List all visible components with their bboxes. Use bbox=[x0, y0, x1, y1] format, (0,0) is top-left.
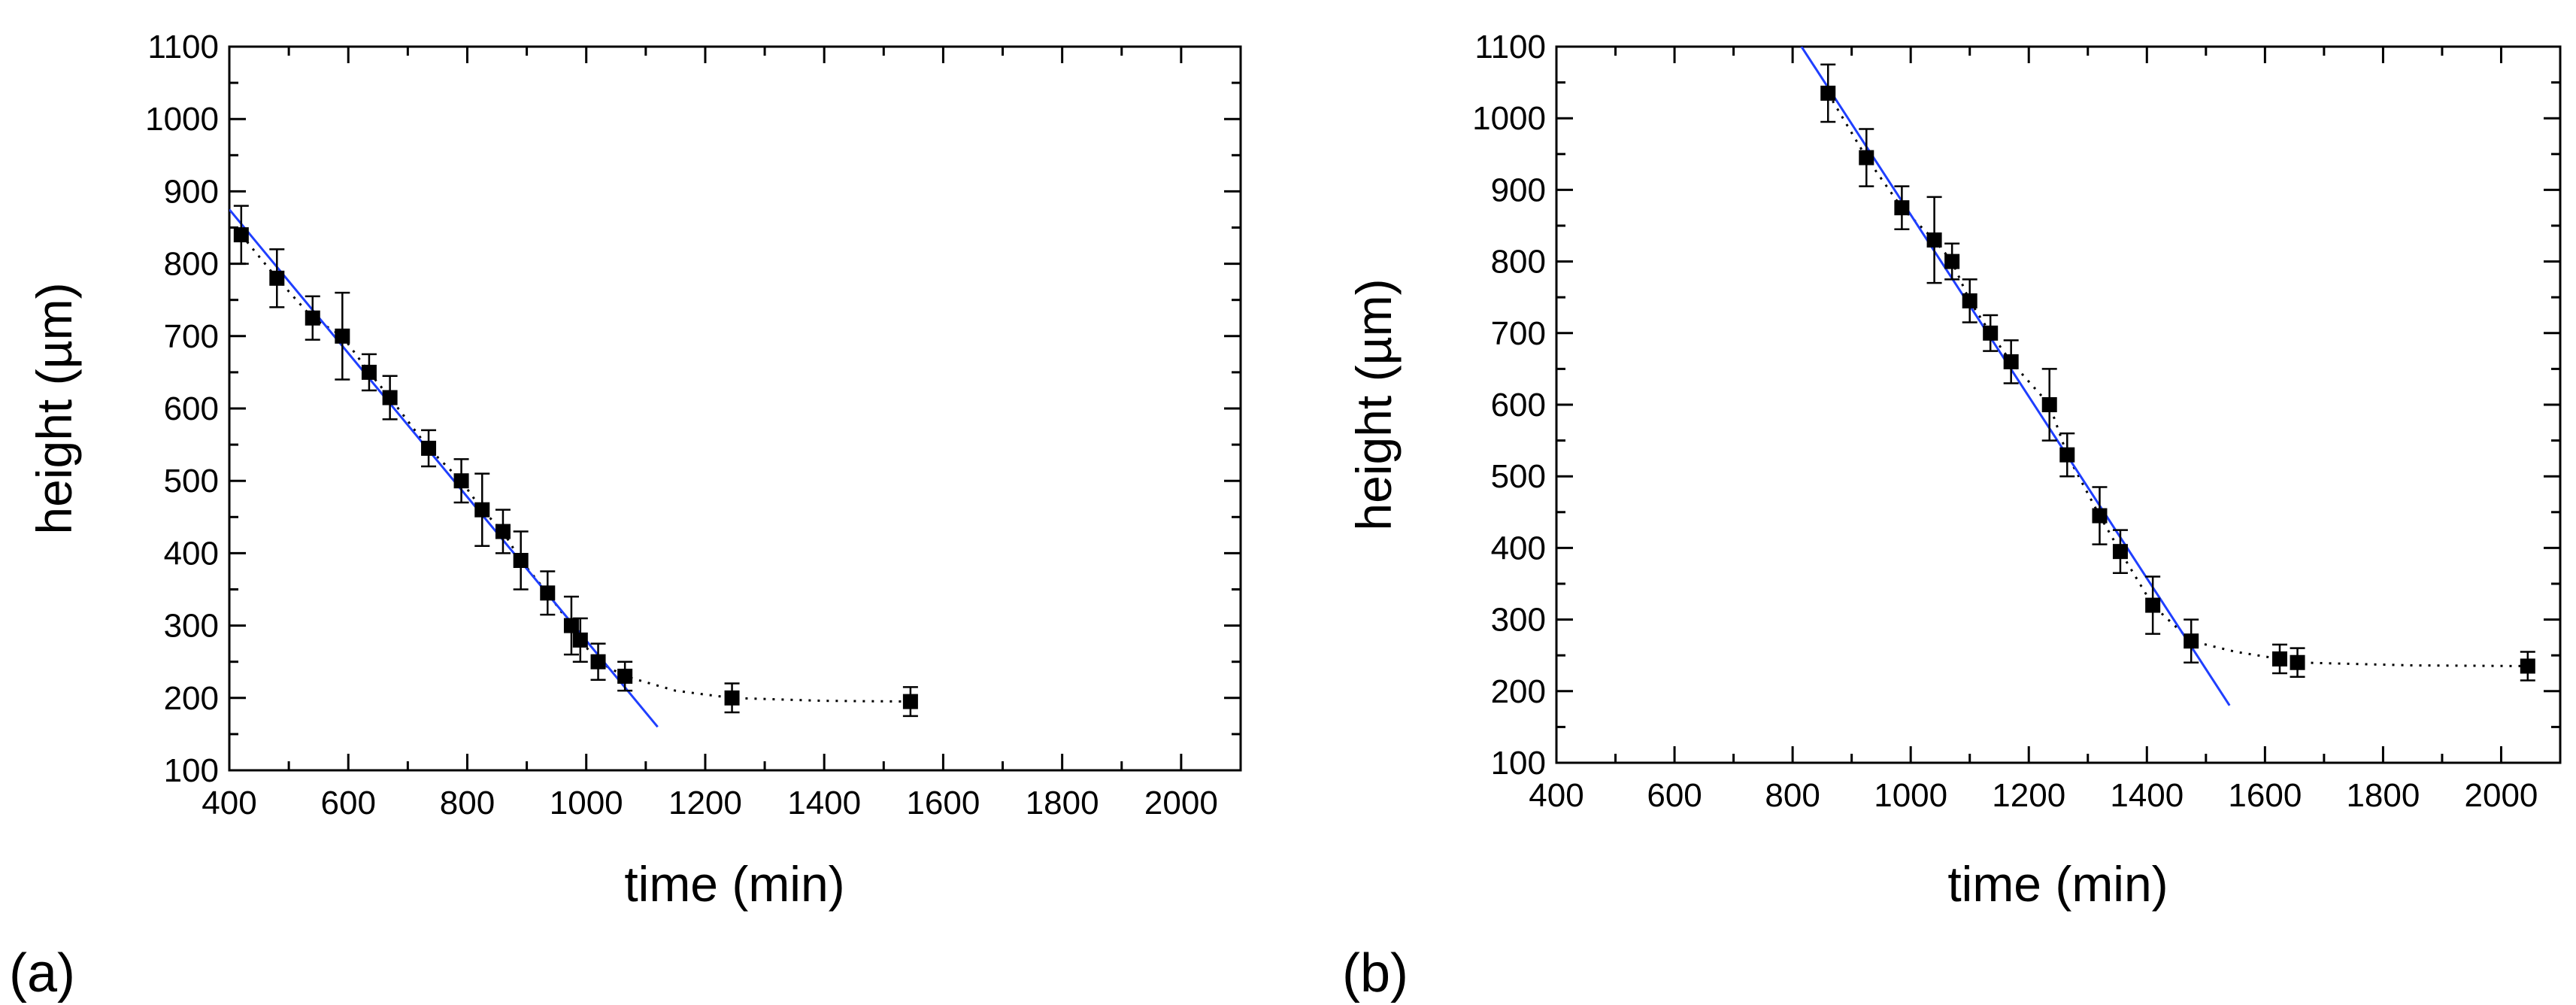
x-tick-label: 600 bbox=[321, 785, 376, 821]
panel-label: (a) bbox=[9, 943, 75, 1003]
data-point bbox=[540, 585, 556, 601]
y-tick-label: 500 bbox=[1491, 458, 1546, 495]
axes-group: 400 600 800 1000 1200 1400 1600 1800 2000 100 200 3… bbox=[145, 29, 1241, 821]
data-point bbox=[617, 668, 633, 684]
data-point bbox=[513, 553, 529, 569]
panel-label: (b) bbox=[1342, 943, 1408, 1003]
x-tick-label: 600 bbox=[1647, 777, 1702, 814]
data-point bbox=[382, 390, 398, 405]
data-point bbox=[590, 654, 606, 669]
y-tick-label: 200 bbox=[164, 680, 219, 717]
y-tick-label: 300 bbox=[1491, 602, 1546, 639]
y-tick-label: 400 bbox=[164, 535, 219, 572]
data-point bbox=[1820, 85, 1836, 101]
data-point bbox=[2112, 544, 2128, 560]
data-point bbox=[1944, 254, 1960, 269]
x-axis-title: time (min) bbox=[1947, 856, 2168, 912]
data-point bbox=[724, 690, 740, 706]
data-point bbox=[361, 364, 377, 380]
data-point bbox=[1962, 293, 1977, 308]
y-tick-label: 1100 bbox=[147, 29, 219, 65]
data-point bbox=[2184, 633, 2199, 649]
y-tick-label: 700 bbox=[1491, 315, 1546, 352]
y-tick-label: 600 bbox=[164, 390, 219, 427]
data-point bbox=[2041, 397, 2057, 412]
y-tick-label: 800 bbox=[164, 246, 219, 283]
y-tick-label: 1100 bbox=[1474, 29, 1546, 65]
y-tick-label: 600 bbox=[1491, 387, 1546, 424]
data-point bbox=[495, 524, 511, 539]
x-tick-label: 1400 bbox=[2110, 777, 2184, 814]
x-tick-label: 1000 bbox=[550, 785, 623, 821]
x-tick-label: 1200 bbox=[1992, 777, 2065, 814]
data-point bbox=[305, 310, 320, 326]
y-tick-label: 800 bbox=[1491, 244, 1546, 281]
x-axis-title: time (min) bbox=[624, 856, 844, 912]
data-point bbox=[902, 694, 918, 709]
y-tick-label: 700 bbox=[164, 318, 219, 355]
y-tick-label: 1000 bbox=[1472, 100, 1546, 137]
data-point bbox=[563, 618, 579, 633]
x-tick-label: 1000 bbox=[1874, 777, 1947, 814]
data-point bbox=[572, 632, 588, 648]
x-tick-label: 1800 bbox=[1026, 785, 1099, 821]
series-group bbox=[229, 205, 918, 728]
x-tick-label: 1600 bbox=[2228, 777, 2302, 814]
data-point bbox=[269, 270, 285, 286]
axes-group: 400 600 800 1000 1200 1400 1600 1800 2000 100 200 3… bbox=[1472, 29, 2560, 814]
x-tick-label: 400 bbox=[202, 785, 256, 821]
data-point bbox=[474, 502, 490, 518]
x-tick-label: 1600 bbox=[906, 785, 980, 821]
y-tick-label: 500 bbox=[164, 463, 219, 499]
data-point bbox=[1926, 232, 1942, 248]
series-group bbox=[1800, 47, 2535, 706]
data-point bbox=[2145, 597, 2161, 613]
data-point bbox=[1894, 200, 1910, 216]
data-point bbox=[335, 328, 350, 344]
data-point bbox=[1983, 325, 1999, 341]
data-point bbox=[2271, 651, 2287, 666]
y-tick-label: 300 bbox=[164, 608, 219, 645]
data-point bbox=[1859, 150, 1874, 165]
dotted-trend-line bbox=[240, 234, 911, 703]
x-tick-label: 1400 bbox=[787, 785, 861, 821]
x-tick-label: 800 bbox=[440, 785, 495, 821]
y-tick-label: 1000 bbox=[145, 101, 219, 138]
x-tick-label: 1800 bbox=[2346, 777, 2420, 814]
data-point bbox=[453, 473, 469, 489]
y-tick-label: 400 bbox=[1491, 530, 1546, 566]
data-point bbox=[233, 227, 249, 243]
data-point bbox=[2092, 508, 2108, 524]
x-tick-label: 2000 bbox=[2465, 777, 2538, 814]
chart-panel-a: 400 600 800 1000 1200 1400 1600 1800 2000 100 200 3… bbox=[9, 29, 1242, 1003]
data-point bbox=[421, 440, 437, 456]
x-tick-label: 400 bbox=[1529, 777, 1583, 814]
data-point bbox=[2059, 447, 2075, 463]
y-tick-label: 200 bbox=[1491, 673, 1546, 710]
y-axis-title: height (µm) bbox=[26, 282, 82, 534]
data-point bbox=[2003, 354, 2019, 369]
x-tick-label: 1200 bbox=[668, 785, 742, 821]
y-tick-label: 100 bbox=[1491, 745, 1546, 782]
y-axis-title: height (µm) bbox=[1346, 278, 1402, 530]
y-tick-label: 900 bbox=[164, 173, 219, 210]
data-point bbox=[2520, 658, 2535, 674]
y-tick-label: 900 bbox=[1491, 172, 1546, 208]
data-point bbox=[2290, 654, 2305, 670]
chart-panel-b: 400 600 800 1000 1200 1400 1600 1800 2000 100 200 3… bbox=[1342, 29, 2562, 1003]
y-tick-label: 100 bbox=[164, 752, 219, 789]
x-tick-label: 2000 bbox=[1144, 785, 1218, 821]
x-tick-label: 800 bbox=[1765, 777, 1820, 814]
